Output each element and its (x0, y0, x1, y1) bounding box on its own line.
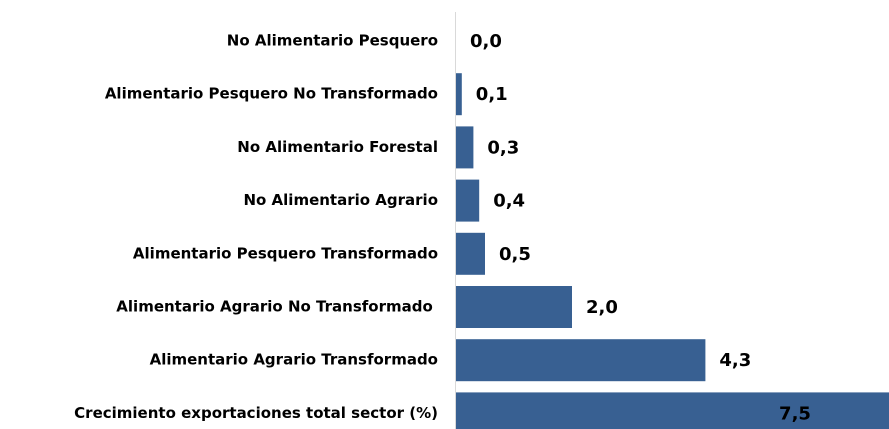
category-label: Alimentario Agrario Transformado (150, 351, 438, 369)
category-label: No Alimentario Pesquero (227, 32, 438, 50)
category-label: Alimentario Pesquero No Transformado (105, 85, 438, 103)
bar (456, 73, 462, 116)
value-label: 0,1 (476, 84, 508, 105)
bar (456, 339, 706, 382)
bar (456, 126, 474, 169)
bar (456, 179, 480, 222)
value-label: 0,3 (487, 137, 519, 158)
value-label: 0,0 (470, 31, 502, 52)
category-label: Alimentario Agrario No Transformado (116, 298, 438, 316)
value-label: 7,5 (779, 403, 811, 424)
value-label: 4,3 (719, 350, 751, 371)
bar (456, 286, 572, 328)
value-label: 0,5 (499, 244, 531, 265)
value-label: 0,4 (493, 191, 525, 212)
category-label: Alimentario Pesquero Transformado (133, 244, 438, 262)
bar (456, 232, 485, 275)
bar (456, 392, 889, 429)
value-label: 2,0 (586, 297, 618, 318)
category-label: No Alimentario Forestal (237, 138, 438, 156)
category-label: No Alimentario Agrario (243, 191, 438, 209)
category-label: Crecimiento exportaciones total sector (… (74, 404, 438, 422)
